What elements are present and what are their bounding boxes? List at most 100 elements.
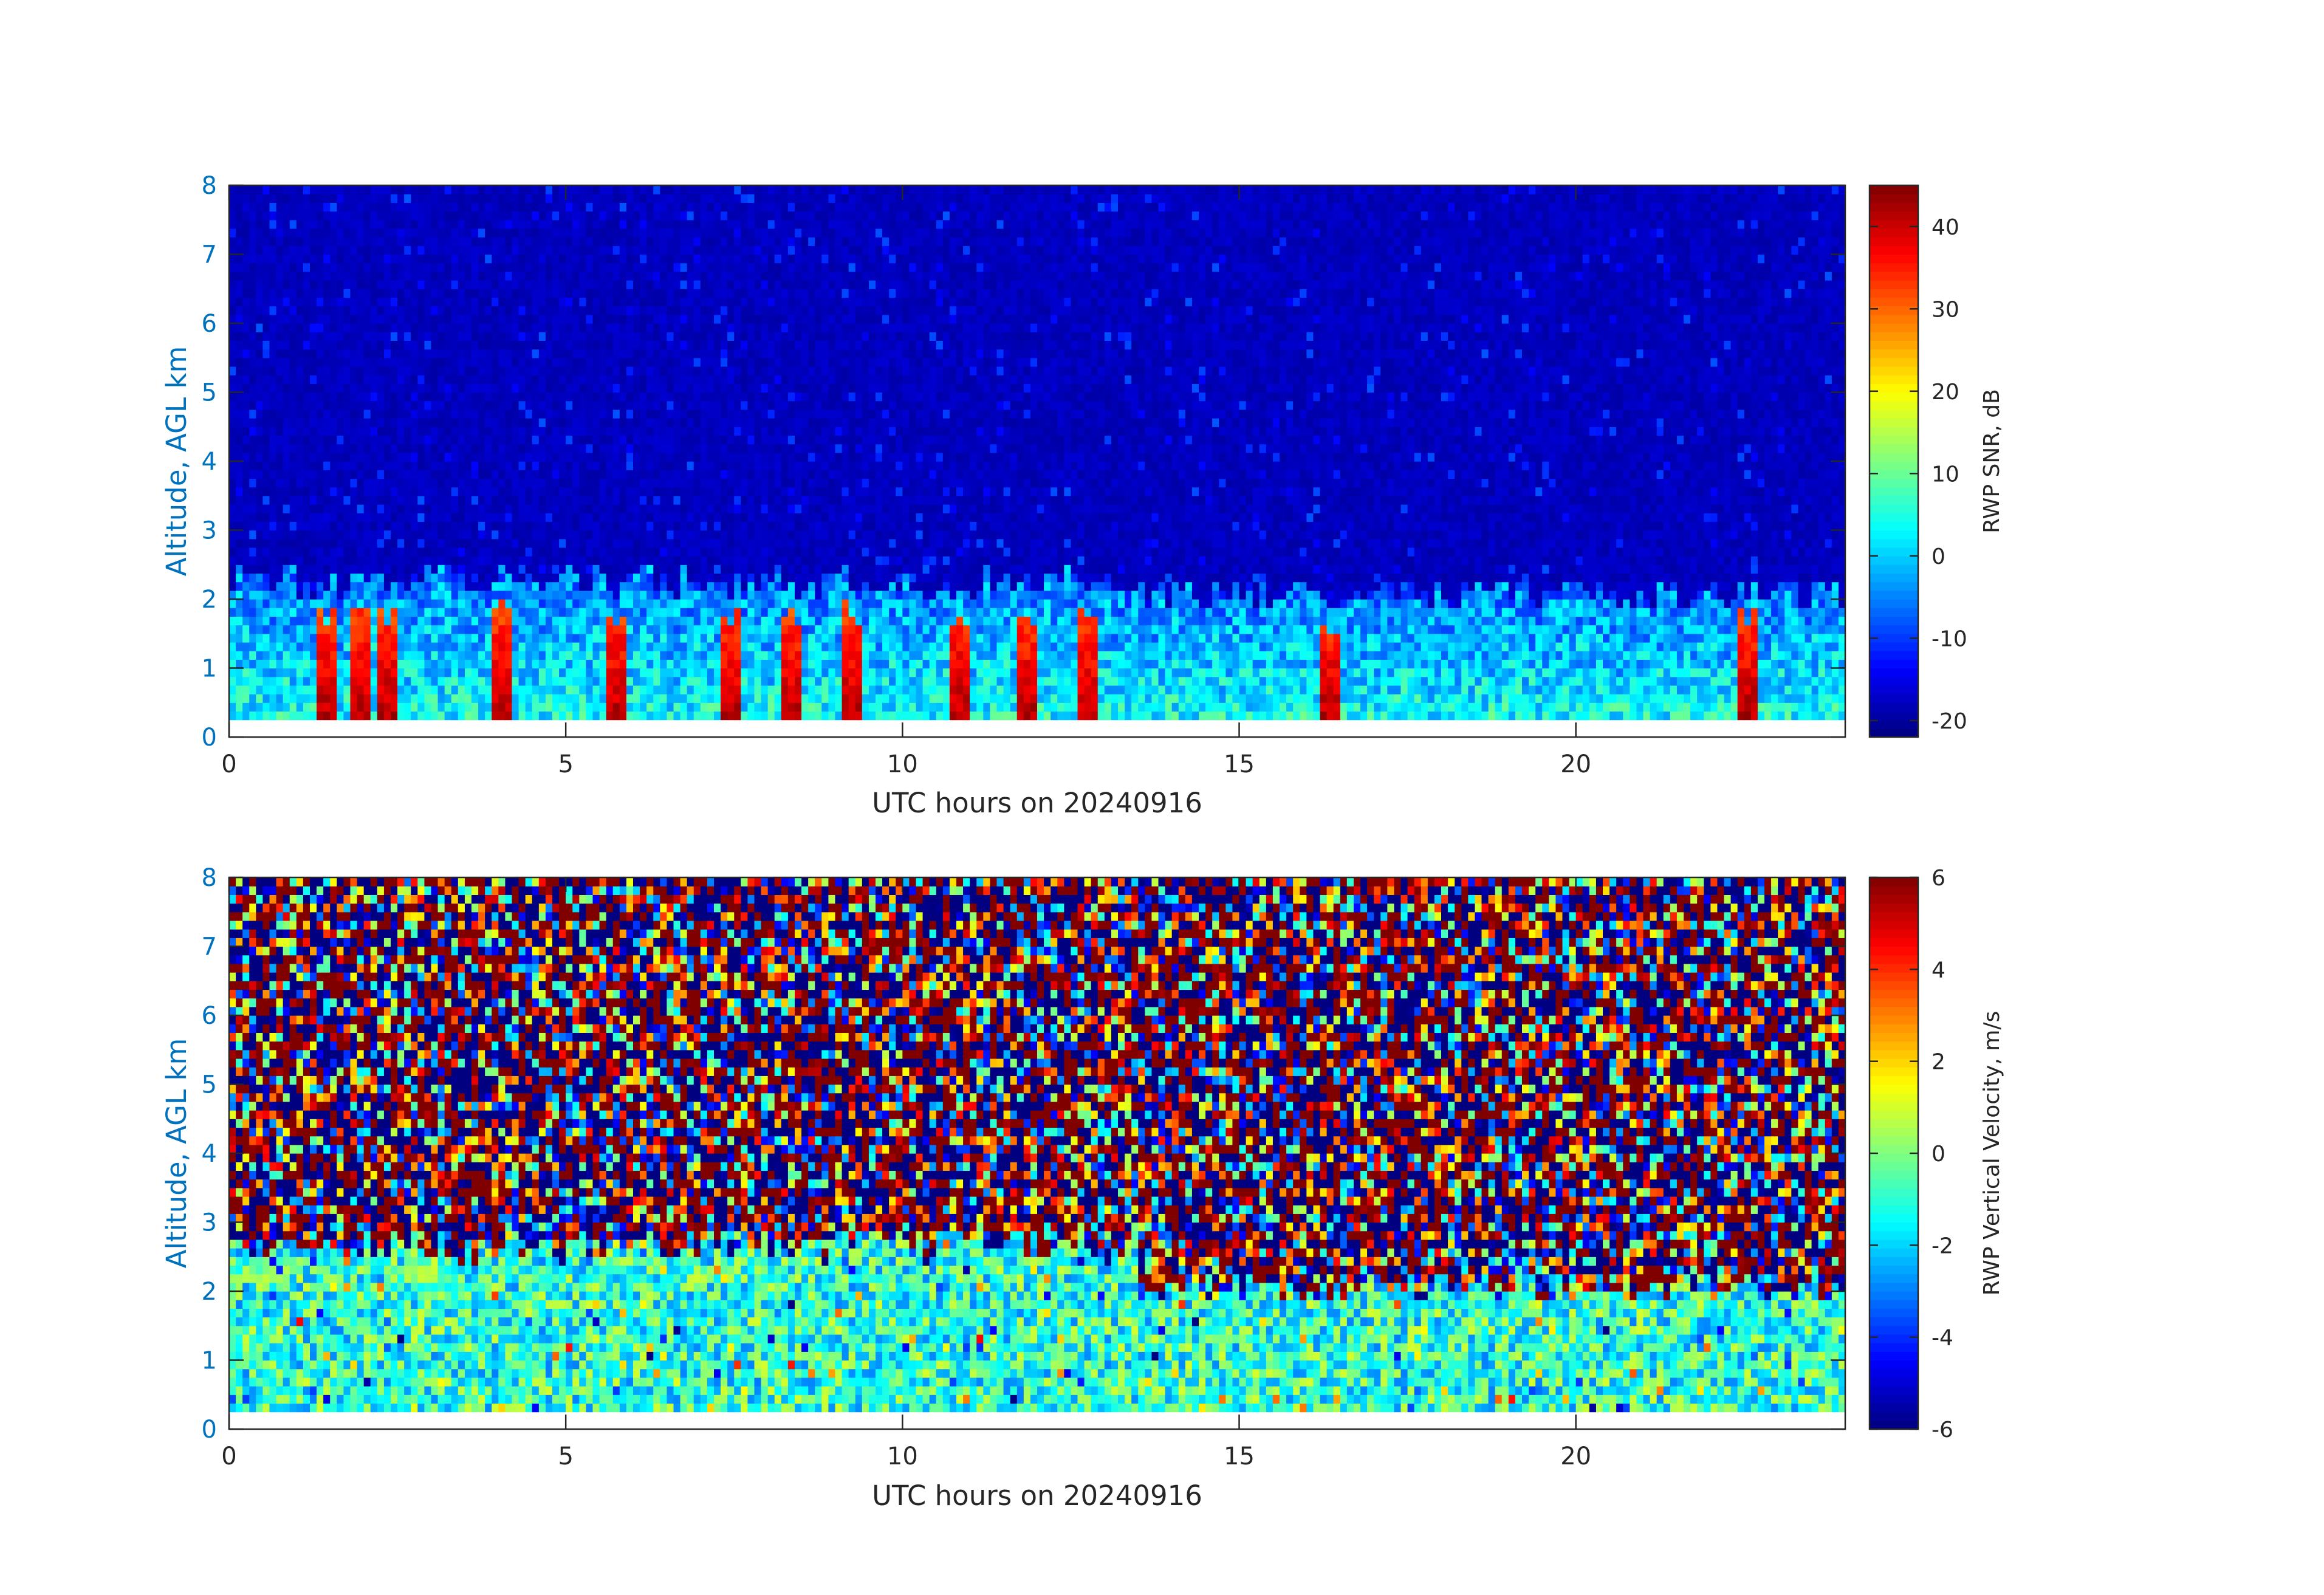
snr-heatmap-cell bbox=[310, 496, 317, 505]
snr-heatmap-cell bbox=[404, 410, 411, 419]
snr-heatmap-cell bbox=[734, 677, 741, 686]
snr-heatmap-cell bbox=[579, 272, 586, 281]
snr-heatmap-cell bbox=[262, 185, 270, 194]
snr-heatmap-cell bbox=[714, 245, 721, 255]
snr-heatmap-cell bbox=[620, 513, 627, 522]
snr-heatmap-cell bbox=[559, 530, 566, 540]
snr-heatmap-cell bbox=[296, 401, 304, 410]
snr-heatmap-cell bbox=[424, 410, 431, 419]
snr-heatmap-cell bbox=[417, 340, 425, 349]
snr-heatmap-cell bbox=[296, 487, 304, 496]
snr-heatmap-cell bbox=[270, 677, 277, 686]
snr-heatmap-cell bbox=[640, 573, 647, 582]
snr-heatmap-cell bbox=[526, 496, 533, 505]
snr-heatmap-cell bbox=[485, 255, 492, 264]
snr-heatmap-cell bbox=[498, 332, 506, 341]
snr-heatmap-cell bbox=[526, 418, 533, 427]
snr-heatmap-cell bbox=[646, 582, 654, 591]
snr-heatmap-cell bbox=[519, 677, 526, 686]
snr-heatmap-cell bbox=[552, 366, 560, 376]
snr-heatmap-cell bbox=[734, 685, 741, 695]
snr-heatmap-cell bbox=[626, 573, 634, 582]
snr-heatmap-cell bbox=[458, 478, 465, 487]
snr-heatmap-cell bbox=[680, 366, 688, 376]
snr-heatmap-cell bbox=[552, 539, 560, 548]
snr-heatmap-cell bbox=[256, 668, 263, 677]
snr-heatmap-cell bbox=[546, 591, 553, 600]
snr-heatmap-cell bbox=[498, 340, 506, 349]
snr-heatmap-cell bbox=[755, 194, 762, 203]
snr-heatmap-cell bbox=[714, 461, 721, 470]
snr-heatmap-cell bbox=[283, 315, 290, 324]
snr-heatmap-cell bbox=[391, 547, 398, 557]
snr-heatmap-cell bbox=[236, 401, 243, 410]
snr-heatmap-cell bbox=[741, 591, 748, 600]
snr-heatmap-cell bbox=[526, 245, 533, 255]
snr-heatmap-cell bbox=[539, 435, 546, 444]
snr-heatmap-cell bbox=[519, 280, 526, 289]
snr-heatmap-cell bbox=[377, 220, 385, 229]
snr-heatmap-cell bbox=[438, 470, 445, 479]
snr-heatmap-cell bbox=[492, 694, 499, 703]
snr-heatmap-cell bbox=[465, 410, 472, 419]
snr-heatmap-cell bbox=[626, 375, 634, 384]
snr-heatmap-cell bbox=[330, 616, 337, 625]
snr-heatmap-cell bbox=[734, 539, 741, 548]
snr-heatmap-cell bbox=[519, 272, 526, 281]
snr-heatmap-cell bbox=[364, 625, 371, 634]
snr-heatmap-cell bbox=[229, 564, 236, 574]
snr-heatmap-cell bbox=[606, 194, 614, 203]
snr-heatmap-cell bbox=[492, 340, 499, 349]
snr-heatmap-cell bbox=[431, 685, 439, 695]
snr-heatmap-cell bbox=[620, 539, 627, 548]
snr-heatmap-cell bbox=[283, 496, 290, 505]
snr-heatmap-cell bbox=[471, 677, 479, 686]
snr-heatmap-cell bbox=[438, 659, 445, 668]
snr-heatmap-cell bbox=[249, 211, 256, 221]
snr-heatmap-cell bbox=[377, 616, 385, 625]
snr-heatmap-cell bbox=[498, 297, 506, 306]
snr-heatmap-cell bbox=[526, 642, 533, 651]
snr-heatmap-cell bbox=[640, 306, 647, 315]
snr-heatmap-cell bbox=[296, 435, 304, 444]
snr-heatmap-cell bbox=[532, 685, 540, 695]
snr-heatmap-cell bbox=[310, 634, 317, 643]
snr-heatmap-cell bbox=[741, 608, 748, 617]
snr-heatmap-cell bbox=[371, 685, 378, 695]
snr-heatmap-cell bbox=[249, 220, 256, 229]
snr-heatmap-cell bbox=[747, 349, 755, 358]
snr-heatmap-cell bbox=[674, 470, 681, 479]
snr-heatmap-cell bbox=[411, 375, 418, 384]
snr-heatmap-cell bbox=[701, 711, 708, 720]
snr-heatmap-cell bbox=[229, 418, 236, 427]
snr-heatmap-cell bbox=[572, 470, 580, 479]
snr-heatmap-cell bbox=[458, 315, 465, 324]
snr-heatmap-cell bbox=[539, 591, 546, 600]
snr-heatmap-cell bbox=[727, 651, 735, 660]
snr-heatmap-cell bbox=[343, 202, 351, 211]
snr-heatmap-cell bbox=[519, 393, 526, 402]
snr-heatmap-cell bbox=[323, 306, 331, 315]
snr-heatmap-cell bbox=[431, 556, 439, 565]
snr-heatmap-cell bbox=[451, 677, 459, 686]
snr-heatmap-cell bbox=[593, 340, 600, 349]
snr-heatmap-cell bbox=[337, 272, 344, 281]
snr-heatmap-cell bbox=[734, 608, 741, 617]
snr-heatmap-cell bbox=[721, 280, 728, 289]
snr-heatmap-cell bbox=[727, 263, 735, 272]
snr-heatmap-cell bbox=[330, 564, 337, 574]
snr-heatmap-cell bbox=[357, 702, 365, 712]
snr-heatmap-cell bbox=[593, 702, 600, 712]
snr-heatmap-cell bbox=[546, 556, 553, 565]
snr-heatmap-cell bbox=[714, 659, 721, 668]
snr-heatmap-cell bbox=[478, 418, 485, 427]
snr-heatmap-cell bbox=[351, 599, 358, 608]
snr-heatmap-cell bbox=[734, 599, 741, 608]
snr-heatmap-cell bbox=[620, 530, 627, 540]
snr-heatmap-cell bbox=[465, 220, 472, 229]
snr-heatmap-cell bbox=[559, 255, 566, 264]
snr-heatmap-cell bbox=[741, 634, 748, 643]
snr-heatmap-cell bbox=[276, 461, 284, 470]
snr-heatmap-cell bbox=[593, 237, 600, 246]
snr-heatmap-cell bbox=[586, 694, 593, 703]
